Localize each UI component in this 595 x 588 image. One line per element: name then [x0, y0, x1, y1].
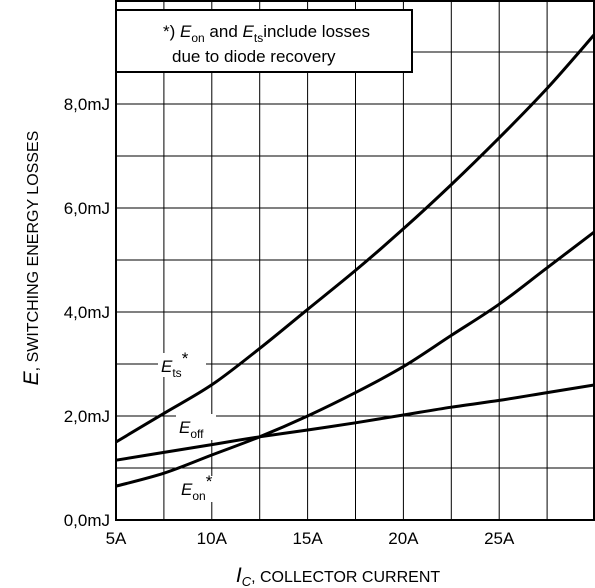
y-tick-label: 8,0mJ: [64, 95, 110, 114]
series-line-off: [115, 383, 595, 462]
x-tick-label: 20A: [388, 529, 419, 548]
y-tick-label: 2,0mJ: [64, 407, 110, 426]
curves: [115, 32, 595, 488]
label-eon-symbol: E: [181, 480, 193, 499]
grid: [115, 0, 595, 521]
label-ets-sub: ts: [172, 366, 181, 380]
annotation-line-1: *) Eon and Etsinclude losses: [163, 22, 370, 45]
y-tick-labels: 0,0mJ 2,0mJ 4,0mJ 6,0mJ 8,0mJ: [64, 95, 110, 530]
label-eoff-symbol: E: [179, 418, 191, 437]
label-ets-symbol: E: [161, 357, 173, 376]
label-ets-suffix: *: [182, 349, 189, 368]
label-eoff-sub: off: [190, 427, 204, 441]
label-ets: Ets*: [158, 349, 206, 380]
y-tick-label: 4,0mJ: [64, 303, 110, 322]
x-tick-label: 25A: [484, 529, 515, 548]
series-line-ts: [115, 32, 595, 444]
label-eoff: Eoff: [176, 414, 216, 441]
label-eon: Eon*: [178, 472, 224, 503]
annotation-box: *) Eon and Etsinclude losses due to diod…: [115, 9, 413, 73]
series-line-on: [115, 230, 595, 488]
x-tick-labels: 5A 10A 15A 20A 25A: [106, 529, 515, 548]
annotation-line-2: due to diode recovery: [172, 47, 336, 66]
plot-frame: [115, 0, 595, 521]
x-axis-title: IC, COLLECTOR CURRENT: [236, 564, 441, 588]
y-axis-title: E, SWITCHING ENERGY LOSSES: [20, 131, 43, 386]
y-tick-label: 6,0mJ: [64, 199, 110, 218]
svg-text:Eoff: Eoff: [179, 418, 204, 441]
y-tick-label: 0,0mJ: [64, 511, 110, 530]
svg-text:Eon*: Eon*: [181, 472, 213, 503]
label-eon-sub: on: [192, 489, 205, 503]
x-tick-label: 10A: [197, 529, 228, 548]
label-eon-suffix: *: [206, 472, 213, 491]
x-tick-label: 5A: [106, 529, 127, 548]
svg-text:Ets*: Ets*: [161, 349, 189, 380]
x-tick-label: 15A: [292, 529, 323, 548]
